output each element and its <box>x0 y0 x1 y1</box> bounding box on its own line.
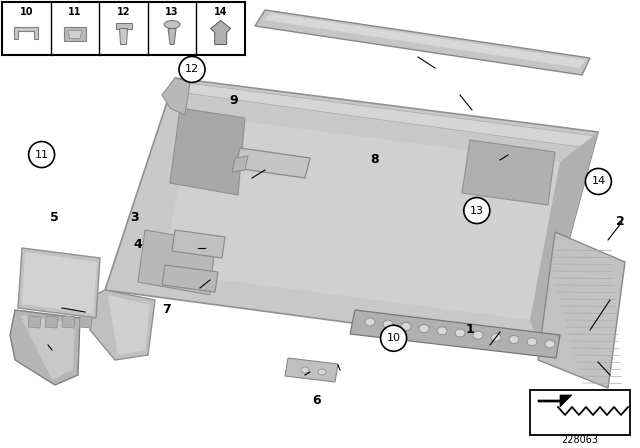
Text: 7: 7 <box>162 302 171 316</box>
Text: 9: 9 <box>229 94 238 108</box>
Circle shape <box>381 325 406 351</box>
Polygon shape <box>530 132 598 348</box>
Ellipse shape <box>365 318 375 326</box>
Text: 10: 10 <box>387 333 401 343</box>
Polygon shape <box>265 13 585 68</box>
Text: 13: 13 <box>165 7 179 17</box>
Polygon shape <box>172 230 225 258</box>
Ellipse shape <box>401 323 411 331</box>
Polygon shape <box>105 78 598 348</box>
Polygon shape <box>255 10 590 75</box>
Polygon shape <box>138 230 215 295</box>
Text: 14: 14 <box>591 177 605 186</box>
Polygon shape <box>10 310 80 385</box>
Circle shape <box>586 168 611 194</box>
Polygon shape <box>168 29 176 44</box>
Polygon shape <box>20 315 75 380</box>
Polygon shape <box>108 295 150 355</box>
Text: 4: 4 <box>133 237 142 251</box>
Polygon shape <box>45 316 58 328</box>
Polygon shape <box>28 316 41 328</box>
Polygon shape <box>22 252 97 314</box>
Polygon shape <box>14 26 38 39</box>
Polygon shape <box>79 316 92 328</box>
Polygon shape <box>162 78 190 115</box>
Text: 3: 3 <box>130 211 139 224</box>
Ellipse shape <box>527 338 537 346</box>
Ellipse shape <box>437 327 447 335</box>
Text: 13: 13 <box>470 206 484 215</box>
Polygon shape <box>170 108 245 195</box>
Ellipse shape <box>383 320 393 328</box>
Polygon shape <box>538 395 572 407</box>
Ellipse shape <box>419 325 429 332</box>
Polygon shape <box>18 248 100 318</box>
Polygon shape <box>2 2 245 55</box>
Circle shape <box>464 198 490 224</box>
Polygon shape <box>115 22 131 29</box>
Polygon shape <box>232 156 248 172</box>
Text: 1: 1 <box>466 323 475 336</box>
Polygon shape <box>538 232 625 388</box>
Circle shape <box>179 56 205 82</box>
Polygon shape <box>350 310 560 358</box>
Text: 2: 2 <box>616 215 625 228</box>
Polygon shape <box>68 30 82 39</box>
Text: 228063: 228063 <box>561 435 598 445</box>
Polygon shape <box>285 358 338 382</box>
Ellipse shape <box>473 331 483 339</box>
Ellipse shape <box>455 329 465 337</box>
Ellipse shape <box>491 333 501 341</box>
Polygon shape <box>62 316 75 328</box>
Ellipse shape <box>301 367 309 373</box>
Polygon shape <box>211 21 230 44</box>
Polygon shape <box>90 290 155 360</box>
Text: 12: 12 <box>116 7 131 17</box>
Ellipse shape <box>509 336 519 344</box>
Text: 5: 5 <box>50 211 59 224</box>
Text: 6: 6 <box>312 394 321 408</box>
Polygon shape <box>162 265 218 292</box>
Circle shape <box>29 142 54 168</box>
Text: 11: 11 <box>35 150 49 159</box>
Text: 12: 12 <box>185 65 199 74</box>
Text: 14: 14 <box>214 7 227 17</box>
Ellipse shape <box>318 369 326 375</box>
Polygon shape <box>462 140 555 205</box>
Polygon shape <box>178 82 596 148</box>
Text: 8: 8 <box>370 152 379 166</box>
Ellipse shape <box>545 340 555 348</box>
Polygon shape <box>235 148 310 178</box>
Polygon shape <box>160 115 560 320</box>
Text: 10: 10 <box>20 7 33 17</box>
Polygon shape <box>120 29 127 44</box>
Polygon shape <box>64 26 86 40</box>
Ellipse shape <box>164 21 180 29</box>
Polygon shape <box>530 390 630 435</box>
Text: 11: 11 <box>68 7 82 17</box>
